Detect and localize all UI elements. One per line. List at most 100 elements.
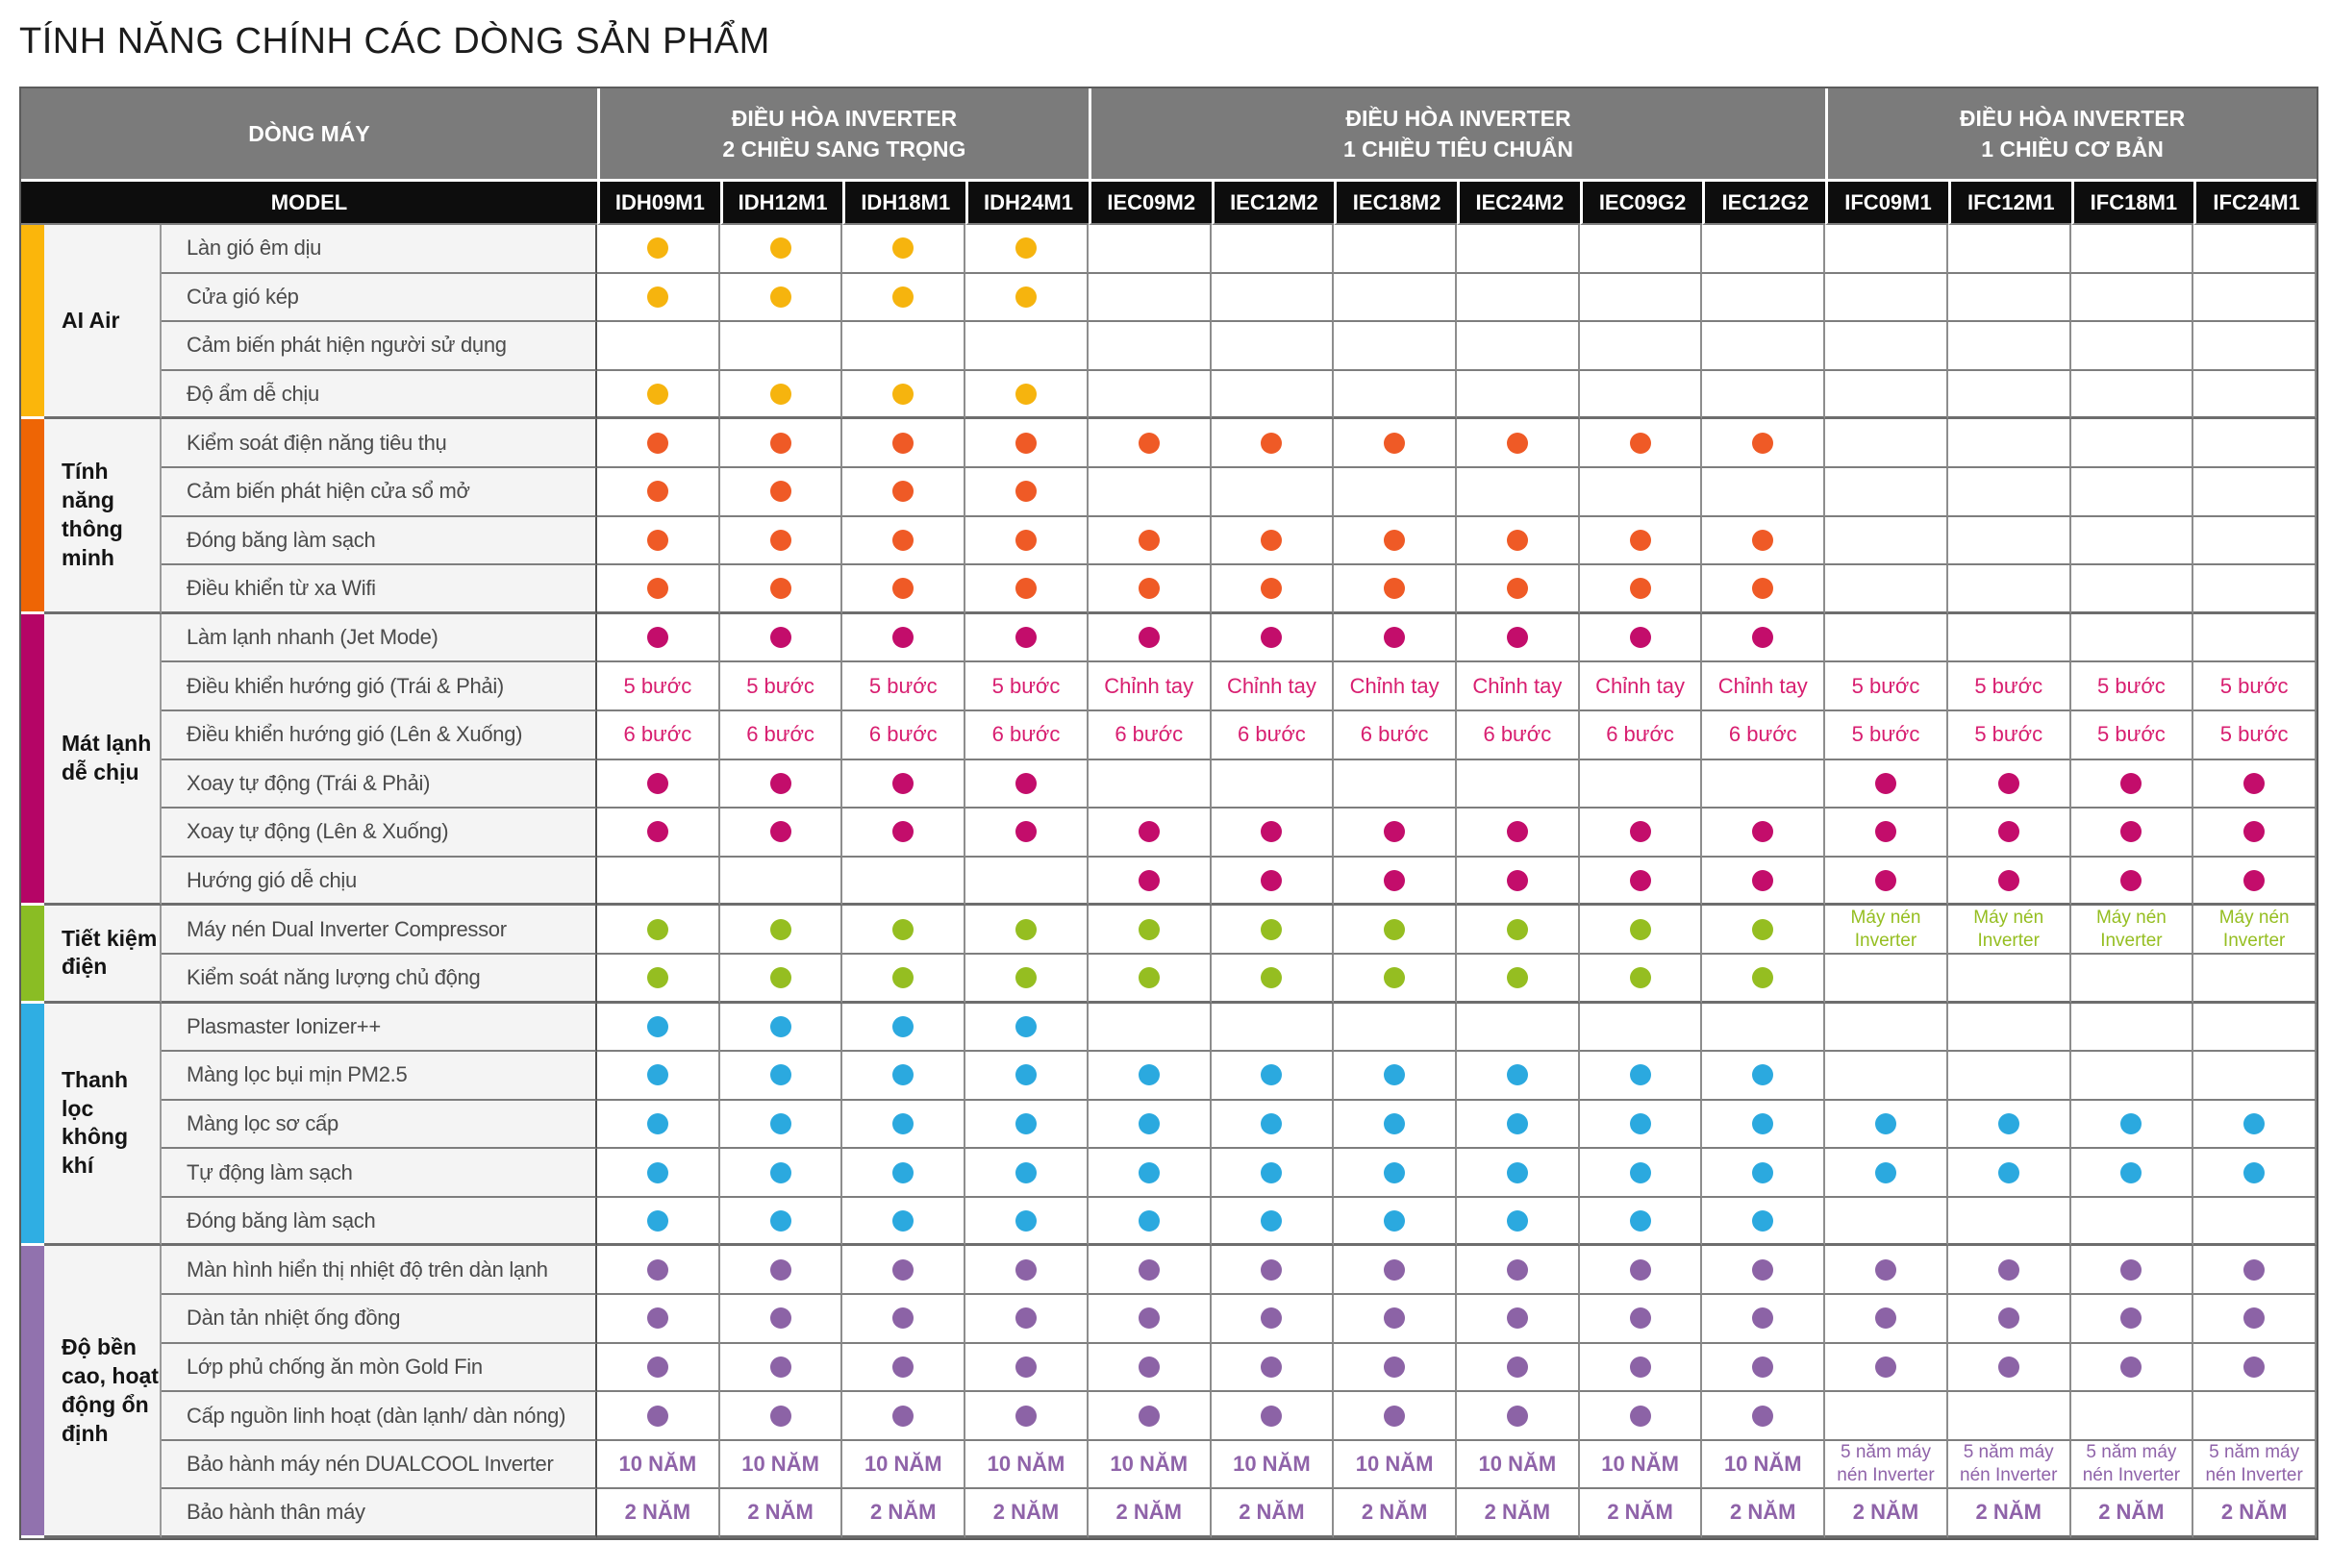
feature-cell: [1211, 906, 1335, 955]
feature-cell: [965, 565, 1089, 614]
feature-dot-icon: [769, 1307, 791, 1330]
section-color-bar: [21, 906, 44, 1004]
feature-dot-icon: [1629, 529, 1651, 551]
feature-cell: [1457, 1295, 1580, 1344]
feature-cell: [719, 516, 843, 566]
feature-cell: [1947, 1100, 2071, 1150]
feature-cell: [2193, 954, 2317, 1004]
feature-cell: [1211, 419, 1335, 468]
feature-dot-icon: [1997, 1356, 2019, 1378]
feature-cell: [597, 565, 720, 614]
feature-cell: 2 NĂM: [1334, 1489, 1457, 1539]
feature-dot-icon: [769, 1356, 791, 1378]
feature-dot-icon: [1997, 1112, 2019, 1134]
feature-cell: [2193, 1392, 2317, 1441]
feature-dot-icon: [1261, 1356, 1283, 1378]
feature-label: Máy nén Dual Inverter Compressor: [162, 906, 597, 955]
feature-dot-icon: [1874, 772, 1896, 794]
feature-cell: [1947, 225, 2071, 274]
feature-cell: [1825, 759, 1948, 809]
feature-dot-icon: [1138, 869, 1160, 891]
feature-cell: [1579, 1100, 1703, 1150]
series-header: ĐIỀU HÒA INVERTER 1 CHIỀU CƠ BẢN: [1825, 88, 2317, 179]
feature-cell: 10 NĂM: [1579, 1440, 1703, 1490]
feature-cell: [597, 1295, 720, 1344]
feature-cell: [2193, 565, 2317, 614]
feature-cell: [1088, 759, 1212, 809]
feature-dot-icon: [646, 1161, 668, 1183]
feature-cell: [842, 809, 966, 858]
feature-cell: [719, 225, 843, 274]
feature-cell: 6 bước: [597, 710, 720, 760]
feature-cell: 10 NĂM: [719, 1440, 843, 1490]
feature-cell: [1457, 906, 1580, 955]
feature-cell: Chỉnh tay: [1457, 662, 1580, 711]
feature-dot-icon: [1629, 966, 1651, 988]
feature-cell: Máy nén Inverter: [1947, 906, 2071, 955]
feature-dot-icon: [1015, 1356, 1037, 1378]
feature-dot-icon: [646, 821, 668, 843]
feature-label: Điều khiển hướng gió (Lên & Xuống): [162, 710, 597, 760]
feature-dot-icon: [646, 577, 668, 599]
feature-cell: [1457, 273, 1580, 323]
feature-dot-icon: [1138, 1064, 1160, 1086]
feature-cell: [1579, 906, 1703, 955]
feature-dot-icon: [1015, 1064, 1037, 1086]
feature-dot-icon: [646, 1307, 668, 1330]
feature-cell: [597, 370, 720, 420]
feature-cell: [842, 467, 966, 517]
feature-cell: [1334, 565, 1457, 614]
feature-cell: [1211, 516, 1335, 566]
model-header: IEC18M2: [1334, 179, 1457, 225]
feature-dot-icon: [1015, 529, 1037, 551]
feature-dot-icon: [1138, 432, 1160, 454]
feature-cell: [1088, 857, 1212, 907]
feature-dot-icon: [892, 577, 914, 599]
feature-cell: [597, 322, 720, 371]
feature-dot-icon: [1752, 627, 1774, 649]
feature-dot-icon: [1752, 869, 1774, 891]
feature-cell: 5 bước: [1947, 710, 2071, 760]
feature-cell: [2193, 225, 2317, 274]
feature-cell: [842, 1052, 966, 1101]
feature-cell: [719, 273, 843, 323]
feature-cell: [1334, 1003, 1457, 1053]
feature-cell: [1702, 809, 1826, 858]
feature-cell: Chỉnh tay: [1702, 662, 1826, 711]
feature-cell: [1947, 1197, 2071, 1247]
feature-cell: [2193, 1295, 2317, 1344]
feature-dot-icon: [1629, 1307, 1651, 1330]
feature-cell: [965, 1197, 1089, 1247]
feature-cell: [1334, 1197, 1457, 1247]
feature-cell: 6 bước: [1334, 710, 1457, 760]
feature-dot-icon: [1506, 1405, 1528, 1427]
feature-cell: [965, 954, 1089, 1004]
feature-cell: [1579, 419, 1703, 468]
feature-cell: [1825, 419, 1948, 468]
feature-dot-icon: [892, 1015, 914, 1037]
feature-cell: [1947, 273, 2071, 323]
feature-cell: [842, 1197, 966, 1247]
feature-dot-icon: [1261, 1258, 1283, 1281]
feature-cell: [1088, 1100, 1212, 1150]
feature-cell: [1702, 954, 1826, 1004]
feature-dot-icon: [1874, 1161, 1896, 1183]
feature-cell: [965, 516, 1089, 566]
feature-cell: [1579, 370, 1703, 420]
feature-cell: [965, 322, 1089, 371]
feature-dot-icon: [769, 821, 791, 843]
feature-dot-icon: [646, 772, 668, 794]
feature-label: Độ ẩm dễ chịu: [162, 370, 597, 420]
feature-cell: [1457, 1392, 1580, 1441]
model-header-label: MODEL: [21, 179, 597, 225]
feature-cell: [2070, 613, 2194, 663]
feature-dot-icon: [1997, 1258, 2019, 1281]
feature-dot-icon: [1015, 481, 1037, 503]
feature-cell: [1334, 857, 1457, 907]
series-header: ĐIỀU HÒA INVERTER 1 CHIỀU TIÊU CHUẨN: [1088, 88, 1826, 179]
feature-dot-icon: [1997, 869, 2019, 891]
model-header: IEC09M2: [1088, 179, 1212, 225]
feature-label: Bảo hành thân máy: [162, 1489, 597, 1539]
feature-label: Dàn tản nhiệt ống đồng: [162, 1295, 597, 1344]
